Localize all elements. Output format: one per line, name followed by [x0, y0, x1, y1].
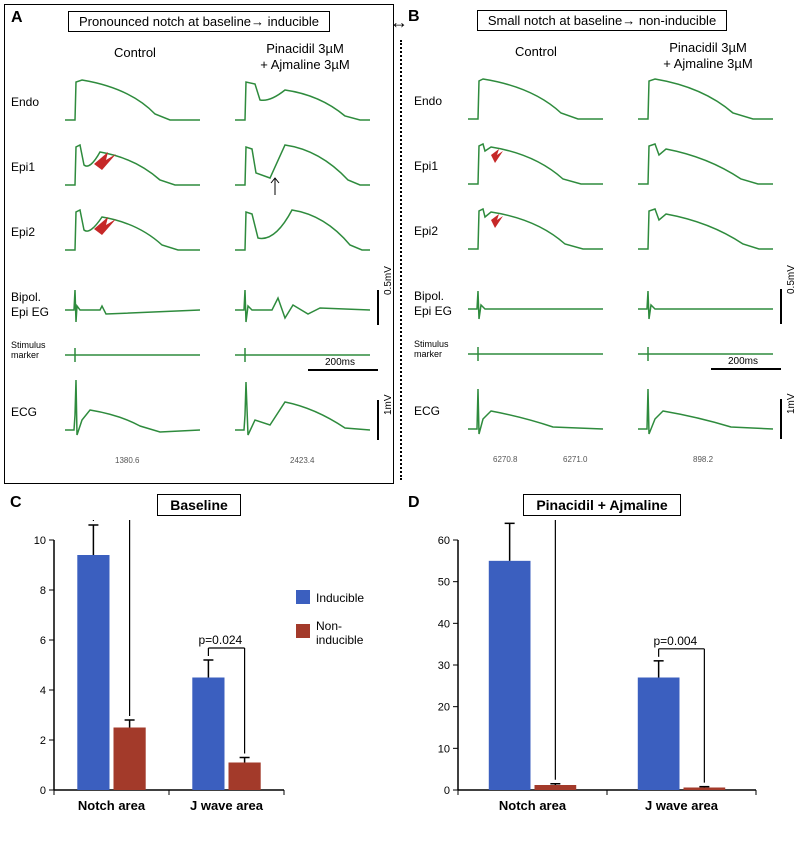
panel-a-drug-label-l1: Pinacidil 3µM: [235, 41, 375, 56]
panel-a: A Pronounced notch at baseline→ inducibl…: [4, 4, 394, 484]
svg-text:6270.8: 6270.8: [493, 455, 518, 464]
svg-text:Notch area: Notch area: [499, 798, 567, 813]
panel-b-control-label: Control: [486, 44, 586, 59]
svg-text:60: 60: [438, 535, 450, 547]
chart-drug: 0102030405060p<0.001Notch areap=0.004J w…: [408, 520, 796, 850]
thin-arrow-icon: [271, 178, 279, 195]
svg-text:Non-: Non-: [316, 619, 342, 633]
scale-1mv-a: 1mV: [383, 394, 394, 415]
svg-text:6271.0: 6271.0: [563, 455, 588, 464]
row-stim-b: Stimulus: [414, 339, 464, 349]
row-epi1-b: Epi1: [414, 159, 464, 173]
svg-text:p=0.004: p=0.004: [654, 634, 698, 648]
row-stim2-a: marker: [11, 350, 61, 360]
chart-baseline: 0246810p=0.002Notch areap=0.024J wave ar…: [4, 520, 394, 850]
panel-c: C Baseline 0246810p=0.002Notch areap=0.0…: [4, 494, 394, 850]
svg-text:20: 20: [438, 702, 450, 714]
panel-b-traces: 6270.8 6271.0 898.2: [463, 69, 793, 469]
scale-05mv-b: 0.5mV: [786, 265, 797, 294]
panel-b-drug-label-l1: Pinacidil 3µM: [638, 40, 778, 55]
panel-d-title: Pinacidil + Ajmaline: [523, 494, 680, 516]
svg-text:0: 0: [444, 785, 450, 797]
row-stim2-b: marker: [414, 349, 464, 359]
panel-a-label: A: [11, 9, 23, 27]
svg-text:10: 10: [438, 743, 450, 755]
figure-root: A Pronounced notch at baseline→ inducibl…: [0, 0, 800, 854]
panel-b-label: B: [408, 8, 420, 26]
panel-c-label: C: [10, 494, 22, 512]
row-bipol-a-l2: Epi EG: [11, 305, 61, 319]
scale-05mv-a: 0.5mV: [383, 266, 394, 295]
row-endo-b: Endo: [414, 94, 464, 108]
scale-200ms-a: 200ms: [325, 357, 355, 368]
dotted-divider: [400, 40, 402, 480]
row-endo-a: Endo: [11, 95, 61, 109]
svg-text:898.2: 898.2: [693, 455, 714, 464]
svg-text:Notch area: Notch area: [78, 798, 146, 813]
panel-b-title: Small notch at baseline→ non-inducible: [477, 10, 727, 31]
row-epi2-b: Epi2: [414, 224, 464, 238]
double-arrow-icon: ↔: [390, 12, 408, 33]
row-bipol-b-l1: Bipol.: [414, 289, 464, 303]
small-red-arrow-icon: [491, 149, 503, 228]
svg-text:0: 0: [40, 785, 46, 797]
svg-text:2423.4: 2423.4: [290, 456, 315, 465]
scale-1mv-b: 1mV: [786, 393, 797, 414]
panel-a-title: Pronounced notch at baseline→ inducible: [68, 11, 330, 32]
svg-text:2: 2: [40, 735, 46, 747]
svg-text:30: 30: [438, 660, 450, 672]
row-stim-a: Stimulus: [11, 340, 61, 350]
svg-text:Inducible: Inducible: [316, 591, 364, 605]
row-bipol-a-l1: Bipol.: [11, 290, 61, 304]
row-ecg-a: ECG: [11, 405, 61, 419]
panel-a-traces: 1380.6 2423.4: [60, 70, 390, 470]
panel-c-title: Baseline: [157, 494, 241, 516]
row-ecg-b: ECG: [414, 404, 464, 418]
svg-text:6: 6: [40, 635, 46, 647]
svg-text:40: 40: [438, 618, 450, 630]
panel-d: D Pinacidil + Ajmaline 0102030405060p<0.…: [408, 494, 796, 850]
svg-text:1380.6: 1380.6: [115, 456, 140, 465]
panel-b: B Small notch at baseline→ non-inducible…: [408, 4, 796, 484]
svg-text:inducible: inducible: [316, 633, 364, 647]
svg-text:4: 4: [40, 685, 46, 697]
panel-d-label: D: [408, 494, 420, 512]
svg-text:10: 10: [34, 535, 46, 547]
svg-text:J wave area: J wave area: [645, 798, 719, 813]
svg-text:J wave area: J wave area: [190, 798, 264, 813]
row-epi1-a: Epi1: [11, 160, 61, 174]
svg-text:8: 8: [40, 585, 46, 597]
svg-text:p=0.024: p=0.024: [199, 633, 243, 647]
svg-text:50: 50: [438, 577, 450, 589]
scale-200ms-b: 200ms: [728, 356, 758, 367]
row-epi2-a: Epi2: [11, 225, 61, 239]
panel-a-control-label: Control: [85, 45, 185, 60]
row-bipol-b-l2: Epi EG: [414, 304, 464, 318]
